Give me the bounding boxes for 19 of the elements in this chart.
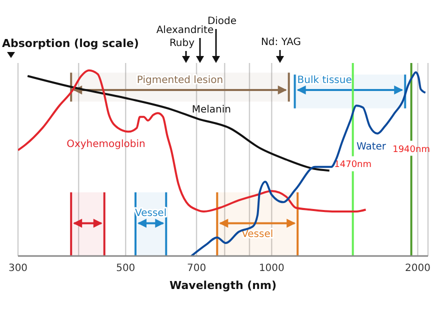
series-label: Water	[356, 142, 387, 153]
x-tick-label: 2000	[404, 263, 430, 274]
ref-line-label: 1470nm	[334, 160, 372, 170]
x-tick-label: 300	[8, 263, 28, 274]
band-label: Bulk tissue	[297, 75, 352, 86]
x-tick-label: 500	[116, 263, 136, 274]
x-tick-label: 700	[186, 263, 206, 274]
ref-line-label: 1940nm	[392, 144, 430, 155]
text: Ruby	[168, 38, 196, 49]
band-label: Vessel	[242, 229, 274, 240]
text: Nd: YAG	[260, 37, 302, 48]
series-label: Oxyhemoglobin	[66, 138, 146, 150]
band-label: Pigmented lesion	[136, 75, 224, 86]
text: Alexandrite	[155, 25, 215, 36]
y-axis-title: Absorption (log scale)	[2, 37, 139, 50]
series-label: Melanin	[192, 104, 231, 116]
text: Diode	[207, 16, 238, 27]
x-tick-label: 1000	[258, 263, 284, 274]
x-axis-title: Wavelength (nm)	[168, 279, 278, 292]
